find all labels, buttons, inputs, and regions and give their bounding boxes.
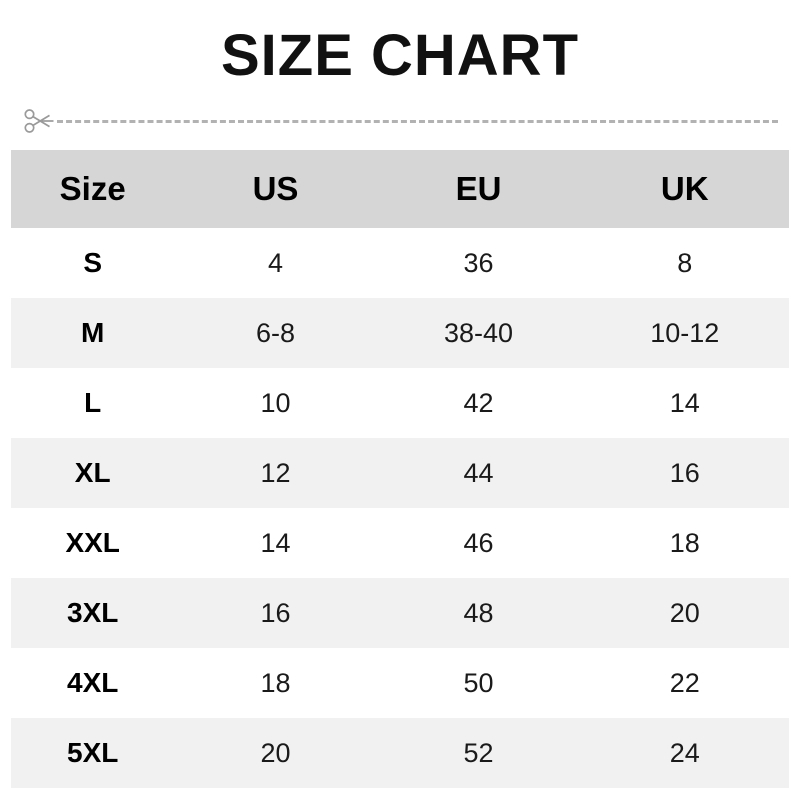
table-row: 3XL 16 48 20	[11, 578, 789, 648]
cut-line	[22, 104, 778, 138]
cell-eu: 52	[463, 737, 494, 768]
cell-eu: 42	[463, 387, 494, 418]
table-body: S 4 36 8 M 6-8 38-40 10-12 L 10 42 14 XL 12 44 16 XXL 14 4…	[11, 228, 789, 788]
table-row: 4XL 18 50 22	[11, 648, 789, 718]
cell-size: S	[83, 247, 103, 278]
cell-uk: 8	[677, 247, 693, 278]
table-row: XL 12 44 16	[11, 438, 789, 508]
table-row: S 4 36 8	[11, 228, 789, 298]
cell-us: 12	[260, 457, 291, 488]
column-header-uk: UK	[580, 150, 789, 228]
cell-us: 6-8	[255, 317, 296, 348]
cell-eu: 48	[463, 597, 494, 628]
column-header-us: US	[174, 150, 377, 228]
cell-eu: 46	[463, 527, 494, 558]
cell-uk: 22	[669, 667, 700, 698]
column-header-eu: EU	[376, 150, 581, 228]
cell-us: 14	[260, 527, 291, 558]
scissors-icon	[22, 104, 56, 138]
cell-uk: 10-12	[650, 317, 720, 348]
cell-size: XXL	[65, 527, 120, 558]
page-title: SIZE CHART	[221, 23, 579, 88]
cell-eu: 36	[463, 247, 494, 278]
table-row: XXL 14 46 18	[11, 508, 789, 578]
cell-us: 20	[260, 737, 291, 768]
dashed-cut-rule	[57, 119, 778, 123]
table-row: M 6-8 38-40 10-12	[11, 298, 789, 368]
cell-size: 5XL	[67, 737, 119, 768]
cell-eu: 38-40	[444, 317, 514, 348]
cell-size: XL	[74, 457, 111, 488]
cell-uk: 14	[669, 387, 700, 418]
cell-uk: 24	[669, 737, 700, 768]
cell-us: 4	[267, 247, 284, 278]
cell-uk: 20	[669, 597, 700, 628]
cell-eu: 44	[463, 457, 494, 488]
cell-size: 4XL	[67, 667, 119, 698]
cell-uk: 16	[669, 457, 700, 488]
table-row: 5XL 20 52 24	[11, 718, 789, 788]
cell-us: 10	[260, 387, 291, 418]
cell-us: 16	[260, 597, 291, 628]
cell-size: M	[81, 317, 105, 348]
cell-size: L	[84, 387, 102, 418]
table-header-row: Size US EU UK	[11, 150, 789, 228]
cell-us: 18	[260, 667, 291, 698]
cell-size: 3XL	[67, 597, 119, 628]
cell-uk: 18	[669, 527, 700, 558]
size-chart-table: Size US EU UK S 4 36 8 M 6-8 38-40 10-12 L 10 42 14…	[11, 150, 789, 788]
table-header: Size US EU UK	[11, 150, 789, 228]
cell-eu: 50	[463, 667, 494, 698]
table-row: L 10 42 14	[11, 368, 789, 438]
column-header-size: Size	[11, 150, 175, 228]
